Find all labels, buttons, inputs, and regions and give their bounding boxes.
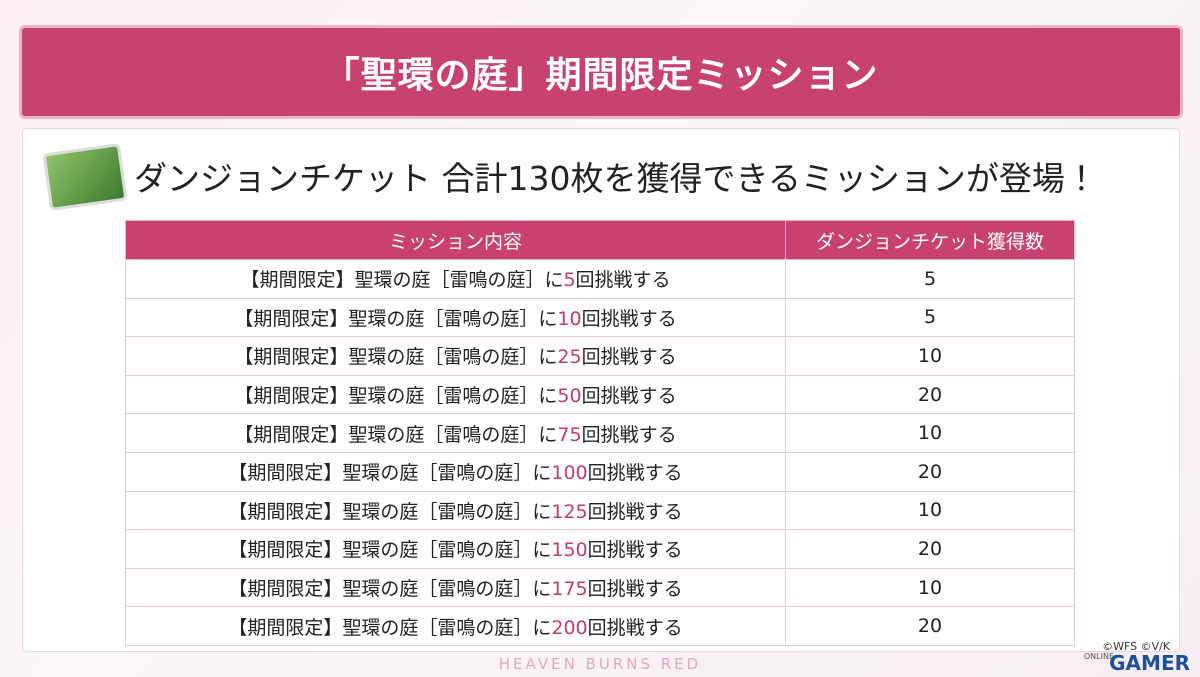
mission-cell: 【期間限定】聖環の庭［雷鳴の庭］に175回挑戦する — [125, 567, 786, 608]
title-banner: 「聖環の庭」期間限定ミッション — [22, 28, 1180, 116]
table-row: 【期間限定】聖環の庭［雷鳴の庭］に125回挑戦する 10 — [125, 490, 1075, 531]
ticket-count: 5 — [785, 297, 1075, 338]
table-row: 【期間限定】聖環の庭［雷鳴の庭］に150回挑戦する 20 — [125, 529, 1075, 569]
mission-cell: 【期間限定】聖環の庭［雷鳴の庭］に75回挑戦する — [125, 413, 786, 453]
watermark: GAMER — [1109, 651, 1190, 675]
mission-suffix: 回挑戦する — [581, 385, 677, 408]
mission-prefix: 【期間限定】聖環の庭［雷鳴の庭］に — [234, 385, 558, 408]
mission-suffix: 回挑戦する — [587, 539, 683, 562]
ticket-count: 5 — [785, 259, 1075, 299]
mission-cell: 【期間限定】聖環の庭［雷鳴の庭］に200回挑戦する — [125, 606, 786, 646]
ticket-count: 10 — [785, 567, 1075, 608]
mission-cell: 【期間限定】聖環の庭［雷鳴の庭］に5回挑戦する — [125, 259, 786, 299]
mission-suffix: 回挑戦する — [587, 500, 683, 523]
column-header: ミッション内容 — [125, 220, 786, 260]
ticket-count: 20 — [785, 529, 1075, 569]
mission-prefix: 【期間限定】聖環の庭［雷鳴の庭］に — [228, 578, 552, 601]
ticket-count: 20 — [785, 606, 1075, 646]
mission-count: 25 — [557, 346, 582, 369]
ticket-count: 10 — [785, 490, 1075, 531]
mission-suffix: 回挑戦する — [581, 423, 677, 446]
mission-count: 125 — [551, 500, 588, 523]
mission-suffix: 回挑戦する — [587, 616, 683, 639]
mission-prefix: 【期間限定】聖環の庭［雷鳴の庭］に — [234, 307, 558, 330]
ticket-icon — [42, 142, 128, 212]
mission-suffix: 回挑戦する — [581, 346, 677, 369]
table-row: 【期間限定】聖環の庭［雷鳴の庭］に175回挑戦する 10 — [125, 567, 1075, 608]
ticket-count: 20 — [785, 374, 1075, 415]
mission-suffix: 回挑戦する — [587, 578, 683, 601]
mission-count: 75 — [557, 423, 582, 446]
mission-cell: 【期間限定】聖環の庭［雷鳴の庭］に10回挑戦する — [125, 297, 786, 338]
mission-prefix: 【期間限定】聖環の庭［雷鳴の庭］に — [228, 539, 552, 562]
mission-suffix: 回挑戦する — [581, 307, 677, 330]
mission-suffix: 回挑戦する — [587, 462, 683, 485]
copyright: ©WFS ©V/K — [1102, 640, 1170, 653]
table-row: 【期間限定】聖環の庭［雷鳴の庭］に200回挑戦する 20 — [125, 606, 1075, 646]
mission-count: 10 — [557, 307, 582, 330]
table-row: 【期間限定】聖環の庭［雷鳴の庭］に75回挑戦する 10 — [125, 413, 1075, 453]
table-body: 【期間限定】聖環の庭［雷鳴の庭］に5回挑戦する 5 【期間限定】聖環の庭［雷鳴の庭］… — [125, 259, 1075, 646]
ticket-count: 20 — [785, 451, 1075, 492]
mission-cell: 【期間限定】聖環の庭［雷鳴の庭］に125回挑戦する — [125, 490, 786, 531]
mission-prefix: 【期間限定】聖環の庭［雷鳴の庭］に — [228, 500, 552, 523]
mission-prefix: 【期間限定】聖環の庭［雷鳴の庭］に — [228, 462, 552, 485]
mission-cell: 【期間限定】聖環の庭［雷鳴の庭］に50回挑戦する — [125, 374, 786, 415]
mission-cell: 【期間限定】聖環の庭［雷鳴の庭］に25回挑戦する — [125, 336, 786, 376]
ticket-count: 10 — [785, 413, 1075, 453]
mission-suffix: 回挑戦する — [575, 269, 671, 292]
table-row: 【期間限定】聖環の庭［雷鳴の庭］に100回挑戦する 20 — [125, 451, 1075, 492]
mission-prefix: 【期間限定】聖環の庭［雷鳴の庭］に — [228, 616, 552, 639]
mission-count: 100 — [551, 462, 588, 485]
subtitle: ダンジョンチケット 合計130枚を獲得できるミッションが登場！ — [134, 159, 1098, 198]
mission-count: 150 — [551, 539, 588, 562]
table-row: 【期間限定】聖環の庭［雷鳴の庭］に50回挑戦する 20 — [125, 374, 1075, 415]
header-row: ミッション内容 ダンジョンチケット獲得数 — [125, 220, 1075, 260]
mission-cell: 【期間限定】聖環の庭［雷鳴の庭］に150回挑戦する — [125, 529, 786, 569]
mission-count: 50 — [557, 385, 582, 408]
title: 「聖環の庭」期間限定ミッション — [323, 55, 879, 96]
table-row: 【期間限定】聖環の庭［雷鳴の庭］に25回挑戦する 10 — [125, 336, 1075, 376]
game-logo: HEAVEN BURNS RED — [498, 655, 702, 673]
mission-cell: 【期間限定】聖環の庭［雷鳴の庭］に100回挑戦する — [125, 451, 786, 492]
watermark-small: ONLINE — [1083, 652, 1114, 661]
ticket-count: 10 — [785, 336, 1075, 376]
column-header: ダンジョンチケット獲得数 — [785, 220, 1075, 260]
mission-count: 200 — [551, 616, 588, 639]
mission-count: 5 — [563, 269, 576, 292]
table-row: 【期間限定】聖環の庭［雷鳴の庭］に10回挑戦する 5 — [125, 297, 1075, 338]
mission-prefix: 【期間限定】聖環の庭［雷鳴の庭］に — [240, 269, 564, 292]
mission-prefix: 【期間限定】聖環の庭［雷鳴の庭］に — [234, 423, 558, 446]
mission-table: ミッション内容 ダンジョンチケット獲得数 【期間限定】聖環の庭［雷鳴の庭］に5回… — [125, 220, 1075, 646]
mission-prefix: 【期間限定】聖環の庭［雷鳴の庭］に — [234, 346, 558, 369]
table-row: 【期間限定】聖環の庭［雷鳴の庭］に5回挑戦する 5 — [125, 259, 1075, 299]
mission-count: 175 — [551, 578, 588, 601]
